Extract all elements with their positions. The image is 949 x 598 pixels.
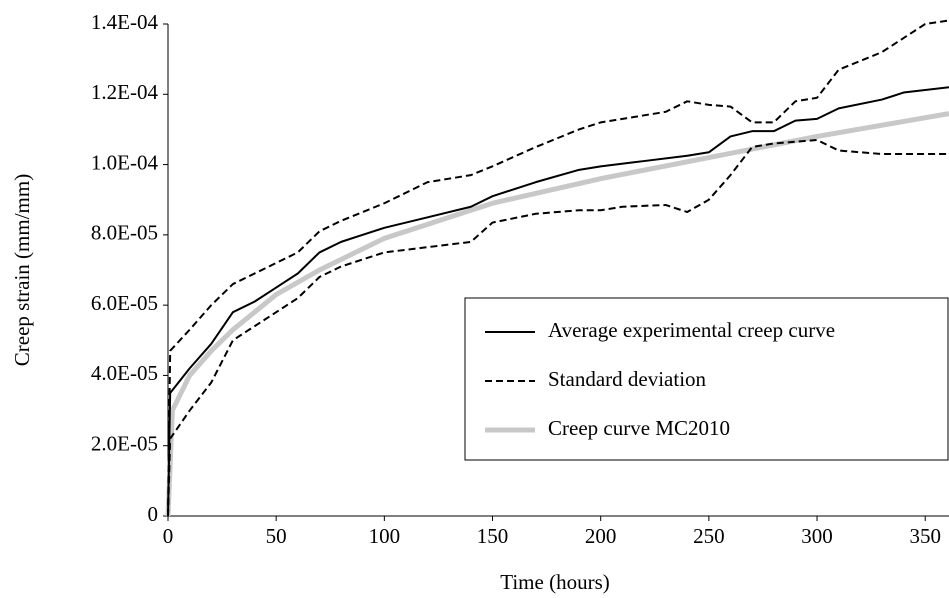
legend-label: Average experimental creep curve: [548, 318, 835, 342]
x-tick-label: 350: [909, 524, 941, 548]
x-tick-label: 200: [585, 524, 617, 548]
series-line: [167, 86, 949, 517]
y-tick-label: 8.0E-05: [91, 221, 158, 245]
y-tick-label: 6.0E-05: [91, 291, 158, 315]
series-line: [167, 138, 949, 517]
y-tick-label: 4.0E-05: [91, 361, 158, 385]
x-tick-label: 50: [266, 524, 287, 548]
x-tick-label: 150: [477, 524, 509, 548]
y-tick-label: 2.0E-05: [91, 432, 158, 456]
x-tick-label: 100: [369, 524, 401, 548]
legend-label: Standard deviation: [548, 367, 707, 391]
series-line: [167, 19, 949, 517]
x-tick-label: 0: [163, 524, 174, 548]
y-tick-label: 0: [148, 502, 159, 526]
x-tick-label: 300: [801, 524, 833, 548]
series-line: [165, 111, 949, 517]
y-tick-label: 1.0E-04: [91, 150, 159, 174]
y-axis-title: Creep strain (mm/mm): [10, 174, 34, 366]
y-tick-label: 1.2E-04: [91, 80, 159, 104]
legend-box: [464, 297, 949, 461]
y-tick-label: 1.4E-04: [91, 10, 159, 34]
x-tick-label: 250: [693, 524, 725, 548]
x-axis-title: Time (hours): [500, 570, 609, 594]
legend-label: Creep curve MC2010: [548, 416, 730, 440]
